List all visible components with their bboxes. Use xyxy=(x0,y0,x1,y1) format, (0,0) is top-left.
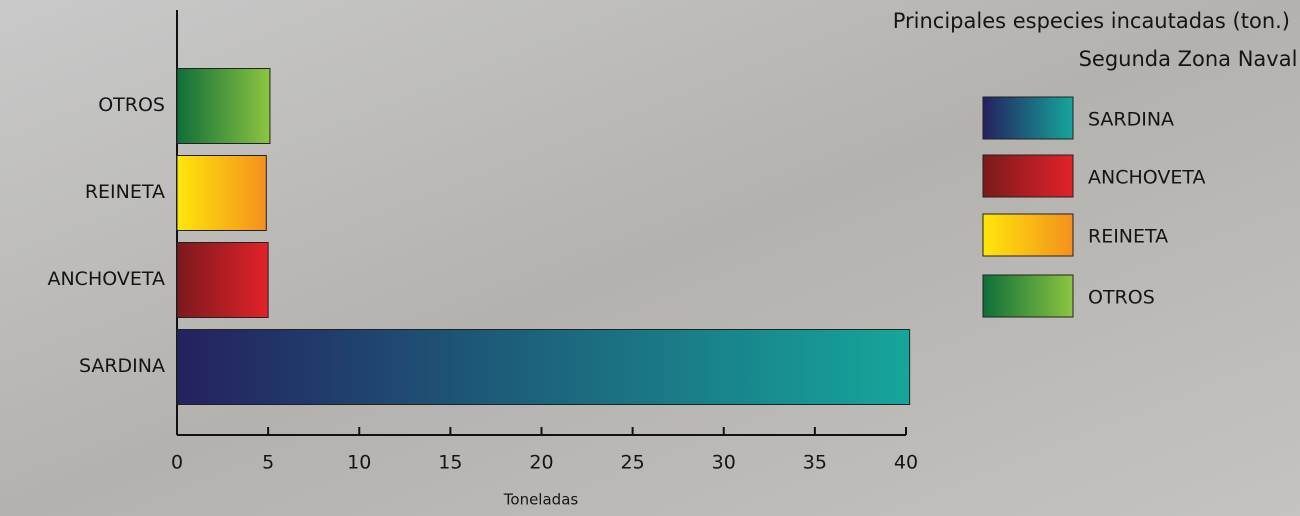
x-tick-label: 15 xyxy=(438,452,462,474)
x-tick-label: 30 xyxy=(712,452,736,474)
y-tick-label: ANCHOVETA xyxy=(47,268,165,290)
y-tick-label: SARDINA xyxy=(79,355,165,377)
x-tick-label: 10 xyxy=(347,452,371,474)
legend-swatch xyxy=(982,213,1074,257)
legend-label: OTROS xyxy=(1088,287,1155,309)
y-tick-label: REINETA xyxy=(85,181,165,203)
legend-swatch xyxy=(982,274,1074,318)
legend-label: SARDINA xyxy=(1088,109,1174,131)
legend-swatch xyxy=(982,154,1074,198)
legend-label: ANCHOVETA xyxy=(1088,167,1206,189)
x-tick-label: 25 xyxy=(621,452,645,474)
x-tick-label: 40 xyxy=(894,452,918,474)
x-tick-label: 5 xyxy=(262,452,274,474)
chart-subtitle: Segunda Zona Naval xyxy=(1079,47,1298,71)
bar xyxy=(176,68,271,144)
y-tick-label: OTROS xyxy=(98,94,165,116)
legend-swatch xyxy=(982,96,1074,140)
bar xyxy=(176,155,267,231)
chart-title: Principales especies incautadas (ton.) xyxy=(893,9,1290,33)
x-tick-label: 20 xyxy=(529,452,553,474)
bar xyxy=(176,329,911,405)
x-axis-label: Toneladas xyxy=(503,491,579,509)
x-tick-label: 35 xyxy=(803,452,827,474)
x-tick-label: 0 xyxy=(171,452,183,474)
bar xyxy=(176,242,269,318)
legend-label: REINETA xyxy=(1088,226,1168,248)
